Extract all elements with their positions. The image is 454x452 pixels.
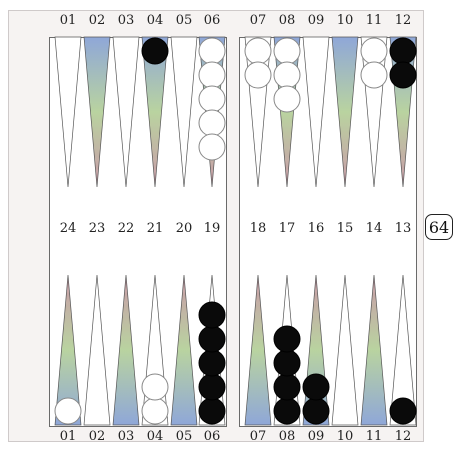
board-point-top-01[interactable] <box>54 36 82 188</box>
top-point-label: 03 <box>117 13 135 28</box>
white-checker[interactable] <box>273 37 301 65</box>
white-checker[interactable] <box>141 397 169 425</box>
board-point-bottom-11[interactable] <box>360 274 388 426</box>
top-point-label: 06 <box>203 13 221 28</box>
top-point-label: 02 <box>88 13 106 28</box>
bottom-point-label: 12 <box>394 429 412 444</box>
middle-point-label: 23 <box>88 221 106 236</box>
black-checker[interactable] <box>198 373 226 401</box>
bottom-point-label: 07 <box>249 429 267 444</box>
black-checker[interactable] <box>198 397 226 425</box>
board-point-bottom-10[interactable] <box>331 274 359 426</box>
middle-point-label: 22 <box>117 221 135 236</box>
bottom-point-label: 01 <box>59 429 77 444</box>
top-point-label: 09 <box>307 13 325 28</box>
top-point-label: 07 <box>249 13 267 28</box>
white-checker[interactable] <box>198 85 226 113</box>
middle-point-label: 14 <box>365 221 383 236</box>
middle-point-label: 18 <box>249 221 267 236</box>
middle-point-label: 24 <box>59 221 77 236</box>
white-checker[interactable] <box>273 85 301 113</box>
black-checker[interactable] <box>198 325 226 353</box>
black-checker[interactable] <box>273 349 301 377</box>
middle-point-label: 20 <box>175 221 193 236</box>
bottom-point-label: 04 <box>146 429 164 444</box>
middle-point-label: 21 <box>146 221 164 236</box>
top-point-label: 08 <box>278 13 296 28</box>
board-point-top-04[interactable] <box>141 36 169 188</box>
white-checker[interactable] <box>360 61 388 89</box>
black-checker[interactable] <box>273 397 301 425</box>
top-point-label: 11 <box>365 13 383 28</box>
black-checker[interactable] <box>389 61 417 89</box>
middle-point-label: 15 <box>336 221 354 236</box>
top-point-label: 04 <box>146 13 164 28</box>
white-checker[interactable] <box>54 397 82 425</box>
middle-point-label: 19 <box>203 221 221 236</box>
top-point-label: 01 <box>59 13 77 28</box>
black-checker[interactable] <box>198 301 226 329</box>
bottom-point-label: 09 <box>307 429 325 444</box>
white-checker[interactable] <box>198 133 226 161</box>
board-point-bottom-12[interactable] <box>389 274 417 426</box>
white-checker[interactable] <box>198 109 226 137</box>
middle-point-label: 13 <box>394 221 412 236</box>
board-point-bottom-07[interactable] <box>244 274 272 426</box>
top-point-label: 05 <box>175 13 193 28</box>
board-point-bottom-02[interactable] <box>83 274 111 426</box>
board-point-top-02[interactable] <box>83 36 111 188</box>
black-checker[interactable] <box>302 373 330 401</box>
top-point-label: 12 <box>394 13 412 28</box>
white-checker[interactable] <box>141 373 169 401</box>
bottom-point-label: 03 <box>117 429 135 444</box>
bottom-point-label: 11 <box>365 429 383 444</box>
middle-point-label: 17 <box>278 221 296 236</box>
white-checker[interactable] <box>244 61 272 89</box>
bottom-point-label: 08 <box>278 429 296 444</box>
black-checker[interactable] <box>302 397 330 425</box>
black-checker[interactable] <box>141 37 169 65</box>
black-checker[interactable] <box>389 397 417 425</box>
board-point-top-10[interactable] <box>331 36 359 188</box>
bottom-point-label: 05 <box>175 429 193 444</box>
white-checker[interactable] <box>360 37 388 65</box>
bottom-point-label: 10 <box>336 429 354 444</box>
black-checker[interactable] <box>389 37 417 65</box>
white-checker[interactable] <box>198 37 226 65</box>
board-point-top-05[interactable] <box>170 36 198 188</box>
black-checker[interactable] <box>273 325 301 353</box>
bottom-point-label: 02 <box>88 429 106 444</box>
black-checker[interactable] <box>198 349 226 377</box>
white-checker[interactable] <box>273 61 301 89</box>
black-checker[interactable] <box>273 373 301 401</box>
board-point-bottom-03[interactable] <box>112 274 140 426</box>
white-checker[interactable] <box>244 37 272 65</box>
doubling-cube[interactable]: 64 <box>425 214 453 240</box>
middle-point-label: 16 <box>307 221 325 236</box>
bottom-point-label: 06 <box>203 429 221 444</box>
top-point-label: 10 <box>336 13 354 28</box>
board-point-top-09[interactable] <box>302 36 330 188</box>
board-right-half <box>239 37 417 427</box>
board-point-top-03[interactable] <box>112 36 140 188</box>
board-point-bottom-01[interactable] <box>54 274 82 426</box>
board-point-bottom-05[interactable] <box>170 274 198 426</box>
white-checker[interactable] <box>198 61 226 89</box>
board-left-half <box>49 37 227 427</box>
